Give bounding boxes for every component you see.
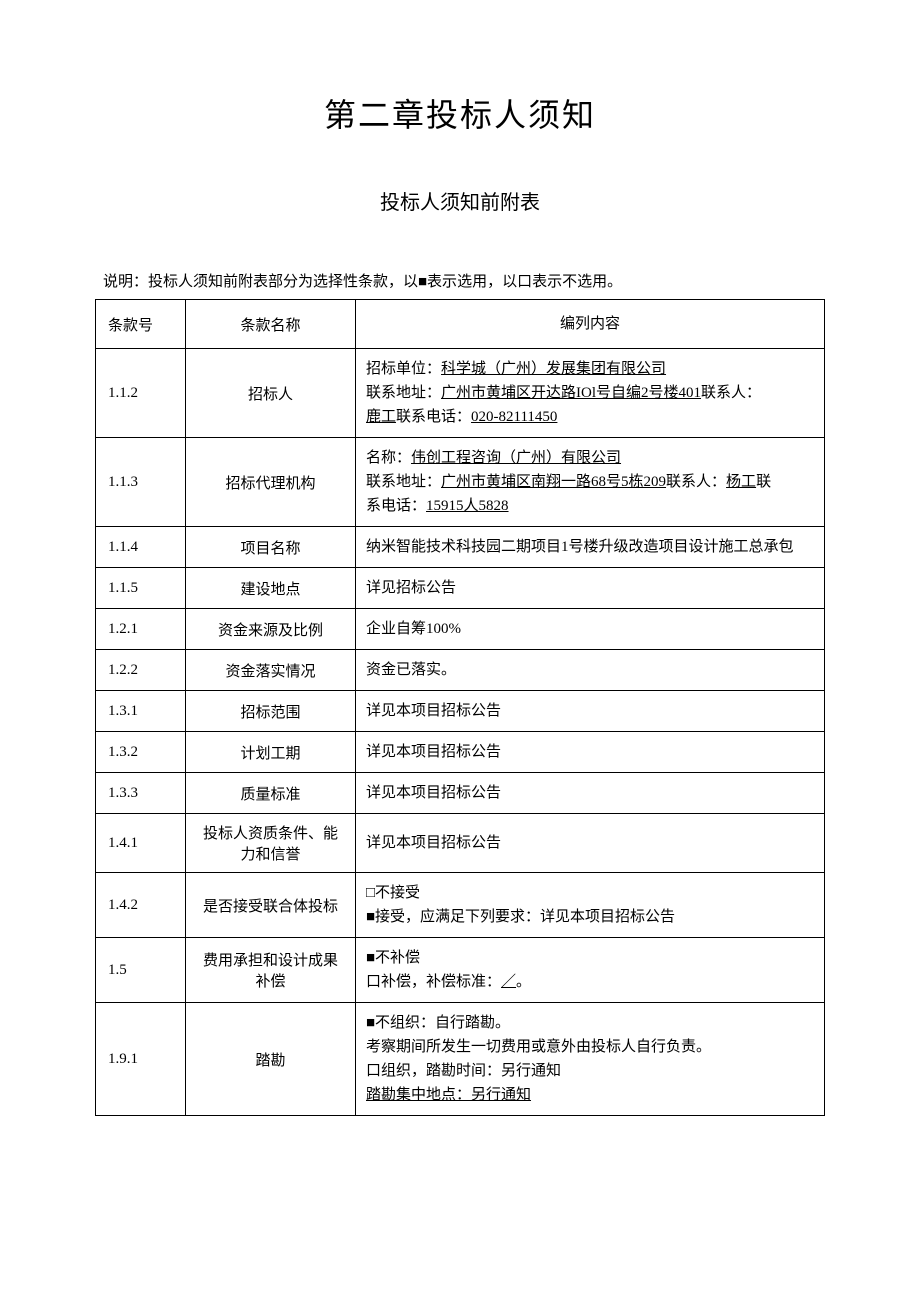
cell-num: 1.3.1: [96, 691, 186, 732]
text: 踏勘集中地点：另行通知: [366, 1083, 814, 1107]
text: 联系人：: [701, 385, 761, 401]
underline-text: 15915人5828: [426, 498, 509, 514]
text: 名称：: [366, 450, 411, 466]
text: 联系人：: [666, 474, 726, 490]
cell-content: □不接受 ■接受，应满足下列要求：详见本项目招标公告: [356, 873, 825, 938]
cell-name: 项目名称: [186, 527, 356, 568]
table-row: 1.3.2 计划工期 详见本项目招标公告: [96, 732, 825, 773]
cell-name: 建设地点: [186, 568, 356, 609]
cell-name: 招标范围: [186, 691, 356, 732]
cell-num: 1.3.3: [96, 773, 186, 814]
text: 口组织，踏勘时间：另行通知: [366, 1059, 814, 1083]
table-row: 1.4.1 投标人资质条件、能力和信誉 详见本项目招标公告: [96, 814, 825, 873]
cell-content: 纳米智能技术科技园二期项目1号楼升级改造项目设计施工总承包: [356, 527, 825, 568]
table-row: 1.4.2 是否接受联合体投标 □不接受 ■接受，应满足下列要求：详见本项目招标…: [96, 873, 825, 938]
cell-content: 详见本项目招标公告: [356, 773, 825, 814]
header-name: 条款名称: [186, 300, 356, 349]
table-row: 1.2.1 资金来源及比例 企业自筹100%: [96, 609, 825, 650]
underline-text: 伟创工程咨询（广州）有限公司: [411, 450, 621, 466]
table-row: 1.1.2 招标人 招标单位：科学城（广州）发展集团有限公司 联系地址：广州市黄…: [96, 349, 825, 438]
underline-text: 科学城（广州）发展集团有限公司: [441, 361, 666, 377]
cell-name: 计划工期: [186, 732, 356, 773]
cell-name: 踏勘: [186, 1003, 356, 1116]
text: 口补偿，补偿标准：: [366, 974, 501, 990]
text: 系电话：: [366, 498, 426, 514]
text: 考察期间所发生一切费用或意外由投标人自行负责。: [366, 1035, 814, 1059]
cell-name: 资金落实情况: [186, 650, 356, 691]
table-row: 1.3.1 招标范围 详见本项目招标公告: [96, 691, 825, 732]
cell-num: 1.2.1: [96, 609, 186, 650]
text: 联系地址：: [366, 474, 441, 490]
chapter-title: 第二章投标人须知: [95, 90, 825, 136]
clause-table: 条款号 条款名称 编列内容 1.1.2 招标人 招标单位：科学城（广州）发展集团…: [95, 299, 825, 1116]
cell-name: 资金来源及比例: [186, 609, 356, 650]
cell-content: 企业自筹100%: [356, 609, 825, 650]
table-row: 1.9.1 踏勘 ■不组织：自行踏勘。 考察期间所发生一切费用或意外由投标人自行…: [96, 1003, 825, 1116]
text: 。: [516, 974, 531, 990]
cell-num: 1.3.2: [96, 732, 186, 773]
text: 联: [756, 474, 771, 490]
table-row: 1.3.3 质量标准 详见本项目招标公告: [96, 773, 825, 814]
cell-content: 资金已落实。: [356, 650, 825, 691]
table-row: 1.1.3 招标代理机构 名称：伟创工程咨询（广州）有限公司 联系地址：广州市黄…: [96, 438, 825, 527]
cell-name: 投标人资质条件、能力和信誉: [186, 814, 356, 873]
cell-name: 招标人: [186, 349, 356, 438]
table-row: 1.2.2 资金落实情况 资金已落实。: [96, 650, 825, 691]
text: 联系地址：: [366, 385, 441, 401]
underline-text: 杨工: [726, 474, 756, 490]
cell-num: 1.9.1: [96, 1003, 186, 1116]
cell-content: 详见本项目招标公告: [356, 814, 825, 873]
text: 招标单位：: [366, 361, 441, 377]
cell-num: 1.1.3: [96, 438, 186, 527]
text: ■不补偿: [366, 946, 814, 970]
table-row: 1.1.5 建设地点 详见招标公告: [96, 568, 825, 609]
table-row: 1.1.4 项目名称 纳米智能技术科技园二期项目1号楼升级改造项目设计施工总承包: [96, 527, 825, 568]
underline-text: 广州市黄埔区开达路IOl号自编2号楼401: [441, 385, 701, 401]
cell-num: 1.5: [96, 938, 186, 1003]
header-num: 条款号: [96, 300, 186, 349]
text: 联系电话：: [396, 409, 471, 425]
cell-content: 详见本项目招标公告: [356, 732, 825, 773]
underline-text: 020-82111450: [471, 409, 557, 425]
header-content: 编列内容: [356, 300, 825, 349]
cell-num: 1.4.2: [96, 873, 186, 938]
cell-content: 详见本项目招标公告: [356, 691, 825, 732]
underline-text: 广州市黄埔区南翔一路68号5栋209: [441, 474, 666, 490]
explanation-text: 说明：投标人须知前附表部分为选择性条款，以■表示选用，以口表示不选用。: [95, 270, 825, 291]
cell-content: 详见招标公告: [356, 568, 825, 609]
cell-num: 1.1.5: [96, 568, 186, 609]
underline-text: ／: [501, 974, 516, 990]
cell-content: ■不组织：自行踏勘。 考察期间所发生一切费用或意外由投标人自行负责。 口组织，踏…: [356, 1003, 825, 1116]
cell-num: 1.1.2: [96, 349, 186, 438]
section-title: 投标人须知前附表: [95, 186, 825, 215]
cell-content: ■不补偿 口补偿，补偿标准：／。: [356, 938, 825, 1003]
text: ■不组织：自行踏勘。: [366, 1011, 814, 1035]
underline-text: 鹿工: [366, 409, 396, 425]
text: ■接受，应满足下列要求：详见本项目招标公告: [366, 905, 814, 929]
cell-num: 1.2.2: [96, 650, 186, 691]
cell-name: 是否接受联合体投标: [186, 873, 356, 938]
cell-name: 费用承担和设计成果补偿: [186, 938, 356, 1003]
text: □不接受: [366, 881, 814, 905]
table-header-row: 条款号 条款名称 编列内容: [96, 300, 825, 349]
cell-content: 名称：伟创工程咨询（广州）有限公司 联系地址：广州市黄埔区南翔一路68号5栋20…: [356, 438, 825, 527]
cell-num: 1.1.4: [96, 527, 186, 568]
cell-content: 招标单位：科学城（广州）发展集团有限公司 联系地址：广州市黄埔区开达路IOl号自…: [356, 349, 825, 438]
cell-name: 质量标准: [186, 773, 356, 814]
cell-name: 招标代理机构: [186, 438, 356, 527]
cell-num: 1.4.1: [96, 814, 186, 873]
table-row: 1.5 费用承担和设计成果补偿 ■不补偿 口补偿，补偿标准：／。: [96, 938, 825, 1003]
